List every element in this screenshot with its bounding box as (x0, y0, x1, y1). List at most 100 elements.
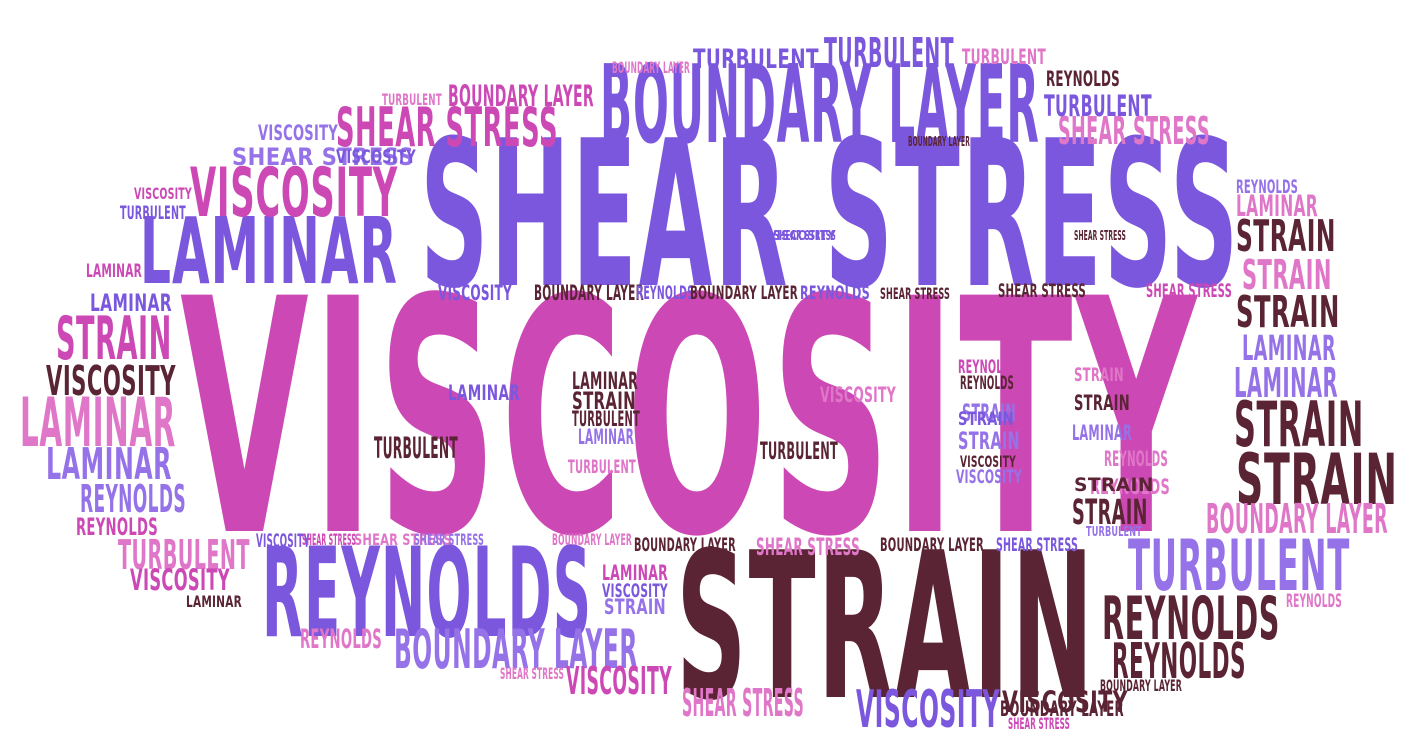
word-boundary-layer: BOUNDARY LAYER (1206, 494, 1388, 543)
word-laminar: LAMINAR (90, 287, 172, 317)
word-turbulent: TURBULENT (962, 45, 1046, 71)
word-boundary-layer: BOUNDARY LAYER (1000, 697, 1124, 723)
word-reynolds: REYNOLDS (1102, 585, 1280, 655)
word-turbulent: TURBULENT (568, 455, 636, 478)
word-laminar: LAMINAR (1234, 358, 1338, 407)
word-turbulent: TURBULENT (760, 435, 838, 465)
word-turbulent: TURBULENT (824, 28, 954, 77)
word-shear-stress: SHEAR STRESS (756, 531, 860, 561)
word-laminar: LAMINAR (20, 383, 176, 463)
word-reynolds: REYNOLDS (262, 521, 593, 666)
word-shear-stress: SHEAR STRESS (998, 279, 1086, 302)
word-viscosity: VISCOSITY (190, 153, 398, 233)
word-laminar: LAMINAR (140, 198, 398, 306)
word-shear-stress: SHEAR STRESS (414, 529, 484, 549)
word-strain: STRAIN (958, 407, 1014, 430)
word-strain: STRAIN (1236, 438, 1398, 521)
word-shear-stress: SHEAR STRESS (1074, 228, 1126, 245)
word-strain: STRAIN (1072, 492, 1148, 534)
word-strain: STRAIN (1074, 391, 1130, 417)
word-shear-stress: SHEAR STRESS (774, 228, 836, 245)
word-boundary-layer: BOUNDARY LAYER (534, 281, 644, 307)
word-viscosity: VISCOSITY (134, 183, 192, 203)
word-laminar: LAMINAR (1236, 189, 1318, 225)
word-boundary-layer: BOUNDARY LAYER (600, 42, 1040, 168)
word-laminar: LAMINAR (86, 259, 142, 282)
word-strain: STRAIN (1242, 250, 1332, 299)
word-reynolds: REYNOLDS (1286, 589, 1342, 612)
word-turbulent: TURBULENT (120, 201, 186, 224)
word-viscosity: VISCOSITY (258, 121, 338, 147)
word-strain: STRAIN (56, 305, 172, 375)
word-shear-stress: SHEAR STRESS (336, 95, 559, 159)
word-viscosity: VISCOSITY (336, 145, 416, 168)
word-shear-stress: SHEAR STRESS (880, 283, 950, 303)
word-viscosity: VISCOSITY (566, 659, 672, 704)
word-boundary-layer: BOUNDARY LAYER (552, 529, 632, 549)
word-viscosity: VISCOSITY (256, 529, 310, 552)
word-laminar: LAMINAR (46, 440, 172, 491)
word-reynolds: REYNOLDS (958, 355, 1018, 378)
word-viscosity: VISCOSITY (768, 228, 836, 245)
word-viscosity: VISCOSITY (960, 451, 1016, 471)
word-boundary-layer: BOUNDARY LAYER (634, 533, 736, 556)
word-shear-stress: SHEAR STRESS (302, 529, 356, 549)
word-viscosity: VISCOSITY (1002, 685, 1128, 721)
word-laminar: LAMINAR (186, 591, 242, 611)
word-laminar: LAMINAR (1072, 421, 1132, 447)
word-turbulent: TURBULENT (1128, 524, 1350, 607)
word-boundary-layer: BOUNDARY LAYER (908, 134, 970, 151)
word-strain: STRAIN (572, 385, 636, 415)
word-reynolds: REYNOLDS (1046, 67, 1120, 93)
word-laminar: LAMINAR (448, 381, 520, 407)
word-laminar: LAMINAR (602, 561, 668, 587)
word-turbulent: TURBULENT (382, 89, 442, 109)
word-viscosity: VISCOSITY (820, 383, 896, 409)
word-strain: STRAIN (676, 508, 1096, 742)
word-turbulent: TURBULENT (1086, 524, 1142, 541)
word-strain: STRAIN (1236, 212, 1336, 263)
word-reynolds: REYNOLDS (1236, 175, 1298, 198)
word-viscosity: VISCOSITY (856, 680, 1000, 741)
word-shear-stress: SHEAR STRESS (1008, 713, 1070, 733)
word-laminar: LAMINAR (1242, 328, 1336, 370)
word-reynolds: REYNOLDS (76, 511, 158, 541)
word-strain: STRAIN (1234, 387, 1364, 461)
word-turbulent: TURBULENT (693, 44, 819, 76)
word-shear-stress: SHEAR STRESS (1058, 109, 1211, 154)
word-viscosity: VISCOSITY (602, 579, 668, 602)
word-shear-stress: SHEAR STRESS (354, 529, 452, 549)
word-shear-stress: SHEAR STRESS (996, 533, 1078, 556)
word-viscosity: VISCOSITY (956, 465, 1022, 488)
word-reynolds: REYNOLDS (1112, 633, 1246, 690)
word-shear-stress: SHEAR STRESS (682, 681, 805, 726)
word-viscosity: VISCOSITY (438, 281, 512, 307)
word-turbulent: TURBULENT (1044, 89, 1152, 125)
word-laminar: LAMINAR (572, 365, 638, 395)
word-reynolds: REYNOLDS (960, 371, 1014, 394)
word-turbulent: TURBULENT (374, 431, 458, 467)
word-strain: STRAIN (962, 397, 1016, 427)
word-strain: STRAIN (1074, 363, 1124, 386)
word-shear-stress: SHEAR STRESS (1146, 279, 1232, 302)
word-laminar: LAMINAR (578, 425, 634, 451)
word-boundary-layer: BOUNDARY LAYER (612, 57, 690, 77)
word-boundary-layer: BOUNDARY LAYER (880, 533, 984, 556)
word-strain: STRAIN (958, 425, 1020, 455)
word-strain: STRAIN (1074, 473, 1154, 496)
word-strain: STRAIN (1236, 288, 1340, 339)
word-shear-stress: SHEAR STRESS (232, 141, 414, 171)
word-shear-stress: SHEAR STRESS (420, 96, 1241, 333)
word-viscosity: VISCOSITY (180, 230, 1200, 608)
word-boundary-layer: BOUNDARY LAYER (1100, 675, 1182, 695)
word-reynolds: REYNOLDS (1090, 475, 1170, 501)
word-reynolds: REYNOLDS (800, 281, 870, 304)
word-turbulent: TURBULENT (572, 407, 640, 433)
word-boundary-layer: BOUNDARY LAYER (448, 79, 594, 115)
word-shear-stress: SHEAR STRESS (500, 663, 564, 683)
word-reynolds: REYNOLDS (300, 624, 382, 656)
word-viscosity: VISCOSITY (130, 563, 230, 599)
word-boundary-layer: BOUNDARY LAYER (394, 617, 638, 681)
word-viscosity: VISCOSITY (46, 356, 176, 405)
